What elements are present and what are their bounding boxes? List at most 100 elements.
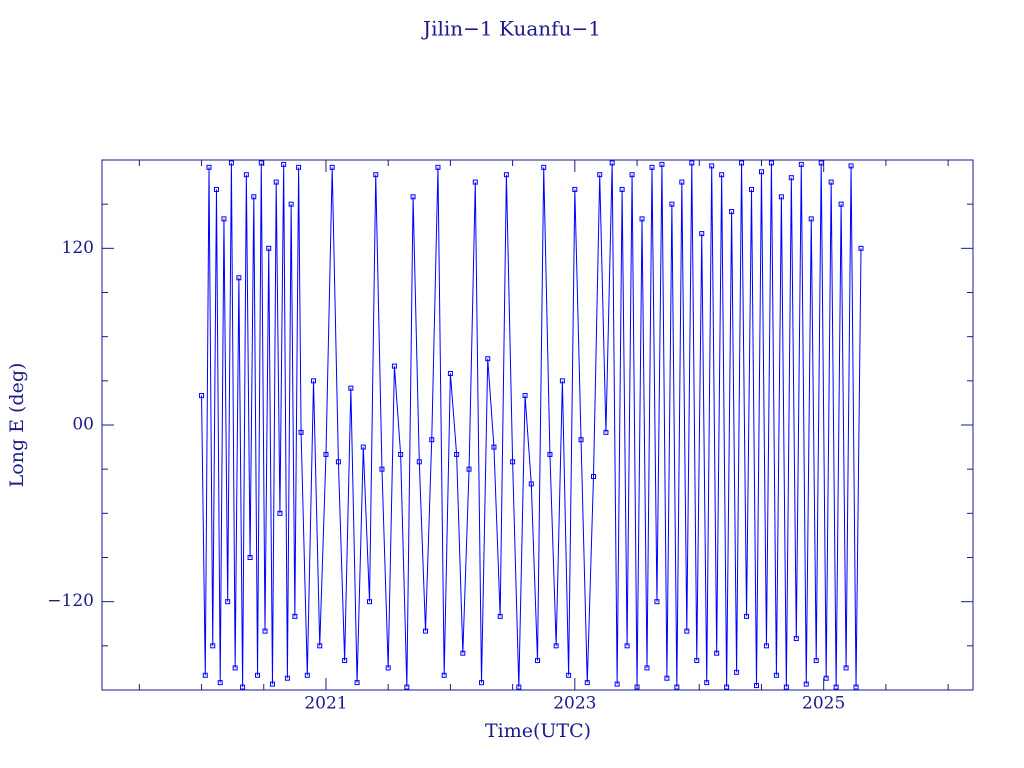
data-point [798, 161, 804, 167]
data-point [619, 186, 625, 192]
data-point [329, 164, 335, 170]
data-point [541, 164, 547, 170]
data-point [848, 163, 854, 169]
data-point [206, 164, 212, 170]
data-point [304, 672, 310, 678]
data-point [247, 555, 253, 560]
y-tick-label: 00 [72, 415, 94, 435]
data-point [749, 186, 755, 192]
data-point [199, 393, 205, 399]
data-point [699, 231, 705, 237]
data-point [659, 161, 665, 167]
data-point [793, 635, 799, 641]
data-point [503, 172, 509, 178]
x-tick-label: 2021 [304, 694, 347, 714]
data-point [228, 160, 234, 166]
x-axis-label: Time(UTC) [485, 720, 591, 742]
data-point [669, 201, 675, 207]
data-point [236, 275, 242, 281]
data-point [679, 179, 685, 185]
data-point [284, 675, 290, 681]
data-point [813, 658, 819, 664]
data-point [858, 245, 864, 251]
data-point [714, 650, 720, 656]
data-point [296, 164, 302, 170]
data-point [778, 194, 784, 200]
data-point [788, 175, 794, 181]
data-point [288, 201, 294, 207]
data-point [744, 613, 750, 619]
data-point [262, 628, 268, 634]
data-point [441, 672, 447, 678]
data-point [547, 451, 553, 457]
data-point [709, 163, 715, 169]
data-point [808, 216, 814, 222]
data-point [410, 194, 416, 200]
data-point [763, 643, 769, 649]
data-point [664, 675, 670, 681]
data-point [292, 613, 298, 619]
data-point [281, 161, 287, 167]
data-point [734, 669, 740, 675]
data-point [516, 684, 522, 690]
data-point [654, 599, 660, 605]
data-point [391, 363, 397, 369]
data-point [323, 451, 329, 457]
data-point [472, 179, 478, 185]
data-point [360, 444, 366, 450]
data-point [739, 160, 745, 166]
y-axis-label: Long E (deg) [6, 363, 28, 488]
data-point [454, 451, 460, 457]
data-point [853, 684, 859, 690]
data-point [689, 160, 695, 166]
data-point [367, 599, 373, 605]
data-point [584, 680, 590, 686]
data-point [590, 474, 596, 480]
data-point [609, 160, 615, 166]
data-point [491, 444, 497, 450]
data-point [838, 201, 844, 207]
data-point [828, 179, 834, 185]
data-point [217, 680, 223, 686]
data-point [639, 216, 645, 222]
data-point [398, 451, 404, 457]
data-point [758, 169, 764, 175]
data-point [379, 466, 385, 472]
data-point [213, 186, 219, 192]
data-point [649, 164, 655, 170]
data-point [485, 356, 491, 362]
x-tick-label: 2025 [802, 694, 845, 714]
data-point [724, 684, 730, 690]
data-point [202, 672, 208, 678]
data-point [684, 628, 690, 634]
data-point [466, 466, 472, 472]
data-point [221, 216, 227, 222]
data-point [614, 681, 620, 687]
data-point [497, 613, 503, 619]
data-point [210, 643, 216, 649]
data-point [572, 186, 578, 192]
data-point [644, 665, 650, 671]
data-point [232, 665, 238, 671]
data-line [201, 162, 862, 688]
data-point [843, 665, 849, 671]
data-point [729, 209, 735, 215]
plot-frame [101, 159, 974, 691]
data-point [348, 385, 354, 391]
data-point [435, 164, 441, 170]
data-point [255, 672, 261, 678]
data-point [251, 194, 257, 200]
data-point [629, 172, 635, 178]
data-point [373, 172, 379, 178]
data-point [266, 245, 272, 251]
data-point [243, 172, 249, 178]
data-point [460, 650, 466, 656]
y-tick-label: 120 [62, 238, 94, 258]
chart-title: Jilin−1 Kuanfu−1 [421, 17, 601, 41]
data-point [522, 393, 528, 399]
data-point [694, 658, 700, 664]
data-point [719, 172, 725, 178]
data-point [311, 378, 317, 384]
data-point [510, 459, 516, 465]
data-point [773, 672, 779, 678]
